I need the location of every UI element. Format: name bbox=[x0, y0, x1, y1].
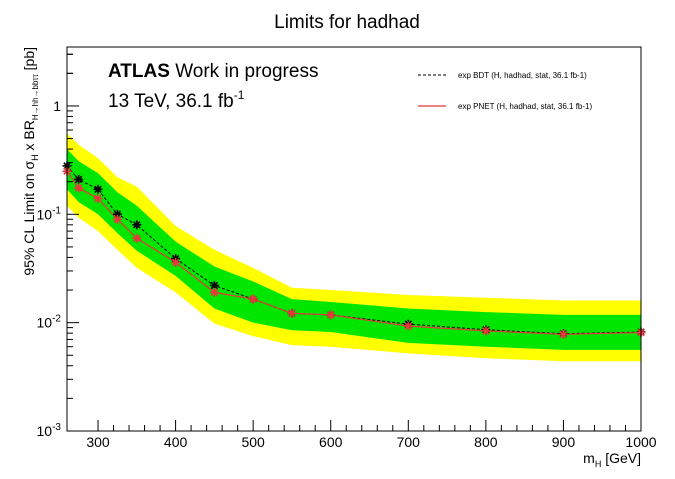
series-1-point bbox=[481, 326, 491, 336]
series-1-point bbox=[132, 233, 142, 243]
y-axis-label: 95% CL Limit on σH x BRH→hh→bbττ [pb] bbox=[21, 47, 40, 276]
x-tick-label: 500 bbox=[241, 434, 265, 450]
legend: exp BDT (H, hadhad, stat, 36.1 fb-1) exp… bbox=[418, 71, 592, 111]
chart-title: Limits for hadhad bbox=[274, 12, 420, 33]
x-axis-label-main: m bbox=[583, 450, 595, 466]
series-1-point-stroke bbox=[133, 234, 141, 243]
series-1-point-stroke bbox=[171, 258, 180, 267]
series-1-point-stroke bbox=[404, 322, 413, 330]
series-1-point bbox=[112, 214, 122, 224]
series-lines bbox=[66, 165, 642, 335]
x-tick-label: 700 bbox=[397, 434, 421, 450]
series-0-point bbox=[209, 281, 219, 290]
y-axis-label-sub1: H bbox=[30, 154, 40, 161]
y-axis-label-prefix: 95% CL Limit on σ bbox=[21, 161, 37, 276]
y-axis-label-sub2: H→hh→bbττ bbox=[31, 73, 40, 120]
y-axis-label-mid: x BR bbox=[21, 120, 37, 154]
series-0-point bbox=[74, 174, 84, 184]
series-1-point-stroke bbox=[249, 295, 257, 303]
y-tick-label: 10-1 bbox=[37, 205, 62, 222]
y-tick-label: 10-3 bbox=[37, 422, 62, 439]
series-1-point bbox=[287, 308, 297, 318]
energy-label-main: 13 TeV, 36.1 fb bbox=[108, 91, 234, 112]
series-1-point bbox=[558, 329, 568, 339]
x-axis-ticks: 300 400 500 600 700 800 900 1000 bbox=[86, 420, 657, 450]
atlas-label-bold: ATLAS bbox=[108, 61, 170, 82]
y-tick-label-exp: -2 bbox=[52, 314, 61, 325]
series-0-point-stroke bbox=[74, 175, 83, 184]
plot-frame bbox=[66, 46, 642, 432]
series-1-point bbox=[171, 257, 181, 267]
x-tick-label: 900 bbox=[552, 434, 576, 450]
energy-label-exp: -1 bbox=[234, 88, 245, 102]
series-1-point-stroke bbox=[94, 194, 102, 203]
x-tick-label: 400 bbox=[164, 434, 188, 450]
y-tick-label-base: 1 bbox=[53, 98, 61, 114]
x-axis-label-unit: [GeV] bbox=[601, 450, 641, 466]
series-0-point bbox=[93, 184, 103, 194]
series-0-point bbox=[132, 220, 142, 230]
x-tick-label: 1000 bbox=[625, 434, 656, 450]
series-line-1 bbox=[66, 170, 642, 335]
series-line-0 bbox=[66, 165, 642, 335]
series-1-point-stroke bbox=[482, 327, 490, 335]
legend-pnet-label: exp PNET (H, hadhad, stat, 36.1 fb-1) bbox=[458, 102, 592, 111]
series-0-point-stroke bbox=[94, 185, 102, 194]
x-axis-label: mH [GeV] bbox=[583, 450, 641, 469]
y-axis-ticks: 10-310-210-11 bbox=[37, 53, 79, 439]
y-tick-label: 1 bbox=[53, 98, 61, 114]
series-0-point-stroke bbox=[210, 281, 219, 290]
series-1-point-stroke bbox=[288, 309, 296, 318]
green-band-1sigma bbox=[67, 149, 641, 350]
x-axis-label-sub: H bbox=[595, 459, 602, 469]
legend-bdt-label: exp BDT (H, hadhad, stat, 36.1 fb-1) bbox=[458, 71, 587, 80]
x-tick-label: 600 bbox=[319, 434, 343, 450]
series-1-point-stroke bbox=[74, 184, 83, 192]
energy-label: 13 TeV, 36.1 fb-1 bbox=[108, 88, 245, 112]
y-tick-label: 10-2 bbox=[37, 314, 62, 331]
series-1-point bbox=[248, 294, 258, 304]
series-1-point-stroke bbox=[210, 288, 219, 297]
y-tick-label-exp: -3 bbox=[52, 422, 61, 433]
atlas-label: ATLAS Work in progress bbox=[108, 61, 318, 82]
y-axis-label-suffix: [pb] bbox=[21, 47, 37, 74]
y-tick-label-base: 10 bbox=[37, 423, 53, 439]
series-1-point bbox=[326, 310, 336, 320]
x-tick-label: 300 bbox=[86, 434, 110, 450]
series-0-point-stroke bbox=[133, 221, 141, 229]
series-1-point-stroke bbox=[559, 330, 568, 339]
uncertainty-bands bbox=[67, 133, 641, 362]
atlas-status: Work in progress bbox=[175, 61, 318, 82]
y-tick-label-base: 10 bbox=[37, 206, 53, 222]
y-tick-label-base: 10 bbox=[37, 315, 53, 331]
series-1-point-stroke bbox=[113, 215, 122, 224]
y-tick-label-exp: -1 bbox=[52, 205, 61, 216]
series-1-point bbox=[74, 183, 84, 193]
series-1-point-stroke bbox=[326, 311, 335, 319]
series-1-point bbox=[403, 321, 413, 331]
series-1-point bbox=[209, 287, 219, 297]
x-tick-label: 800 bbox=[474, 434, 498, 450]
series-1-point bbox=[93, 194, 103, 203]
